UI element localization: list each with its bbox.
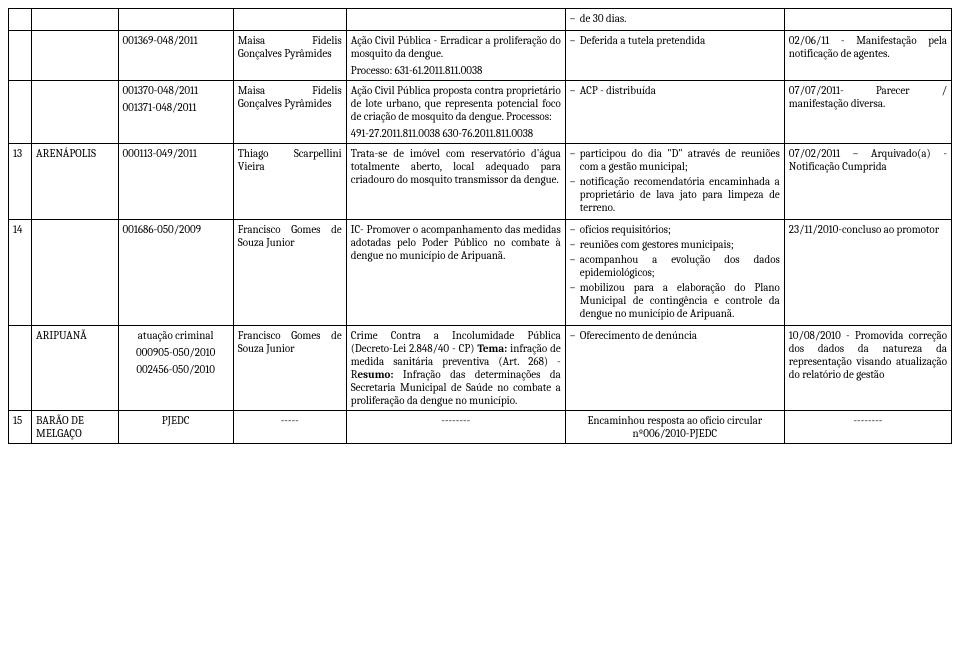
process-number-cell: 001686-050/2009 — [118, 220, 233, 326]
city-cell — [32, 220, 118, 326]
process-number-cell: 001369-048/2011 — [118, 31, 233, 81]
status-cell: Oferecimento de denúncia — [565, 326, 784, 411]
status-cell: Encaminhou resposta ao ofício circular n… — [565, 411, 784, 444]
table-row: 001369-048/2011Maisa Fidelis Gonçalves P… — [9, 31, 952, 81]
process-number-cell: 000113-049/2011 — [118, 144, 233, 220]
responsible-cell — [233, 9, 346, 31]
status-cell: Deferida a tutela pretendida — [565, 31, 784, 81]
row-number — [9, 81, 32, 144]
note-cell: 10/08/2010 - Promovida correção dos dado… — [784, 326, 951, 411]
table-row: 001370-048/2011001371-048/2011Maisa Fide… — [9, 81, 952, 144]
description-cell: -------- — [346, 411, 565, 444]
note-cell — [784, 9, 951, 31]
process-number-cell — [118, 9, 233, 31]
note-cell: 23/11/2010-concluso ao promotor — [784, 220, 951, 326]
responsible-cell: Francisco Gomes de Souza Junior — [233, 326, 346, 411]
description-cell: IC- Promover o acompanhamento das medida… — [346, 220, 565, 326]
status-cell: ofícios requisitórios;reuniões com gesto… — [565, 220, 784, 326]
row-number — [9, 9, 32, 31]
row-number — [9, 31, 32, 81]
responsible-cell: Maisa Fidelis Gonçalves Pyrâmides — [233, 81, 346, 144]
responsible-cell: Thiago Scarpellini Vieira — [233, 144, 346, 220]
description-cell — [346, 9, 565, 31]
city-cell — [32, 9, 118, 31]
table-row: de 30 dias. — [9, 9, 952, 31]
status-cell: de 30 dias. — [565, 9, 784, 31]
row-number: 14 — [9, 220, 32, 326]
responsible-cell: ----- — [233, 411, 346, 444]
status-cell: ACP - distribuída — [565, 81, 784, 144]
row-number: 15 — [9, 411, 32, 444]
data-table: de 30 dias.001369-048/2011Maisa Fidelis … — [8, 8, 952, 444]
status-cell: participou do dia "D" através de reuniõe… — [565, 144, 784, 220]
description-cell: Crime Contra a Incolumidade Pública (Dec… — [346, 326, 565, 411]
table-row: ARIPUANÃatuação criminal000905-050/20100… — [9, 326, 952, 411]
city-cell: BARÃO DE MELGAÇO — [32, 411, 118, 444]
process-number-cell: 001370-048/2011001371-048/2011 — [118, 81, 233, 144]
description-cell: Ação Civil Pública - Erradicar a prolife… — [346, 31, 565, 81]
description-cell: Ação Civil Pública proposta contra propr… — [346, 81, 565, 144]
process-number-cell: atuação criminal000905-050/2010002456-05… — [118, 326, 233, 411]
city-cell — [32, 81, 118, 144]
city-cell — [32, 31, 118, 81]
table-row: 13ARENÁPOLIS000113-049/2011Thiago Scarpe… — [9, 144, 952, 220]
responsible-cell: Maisa Fidelis Gonçalves Pyrâmides — [233, 31, 346, 81]
process-number-cell: PJEDC — [118, 411, 233, 444]
responsible-cell: Francisco Gomes de Souza Junior — [233, 220, 346, 326]
table-row: 14 001686-050/2009Francisco Gomes de Souz… — [9, 220, 952, 326]
table-row: 15BARÃO DE MELGAÇOPJEDC-------------Enca… — [9, 411, 952, 444]
row-number — [9, 326, 32, 411]
note-cell: 07/07/2011- Parecer / manifestação diver… — [784, 81, 951, 144]
note-cell: 02/06/11 - Manifestação pela notificação… — [784, 31, 951, 81]
note-cell: 07/02/2011 – Arquivado(a) - Notificação … — [784, 144, 951, 220]
city-cell: ARENÁPOLIS — [32, 144, 118, 220]
row-number: 13 — [9, 144, 32, 220]
city-cell: ARIPUANÃ — [32, 326, 118, 411]
description-cell: Trata-se de imóvel com reservatório d'ág… — [346, 144, 565, 220]
note-cell: -------- — [784, 411, 951, 444]
